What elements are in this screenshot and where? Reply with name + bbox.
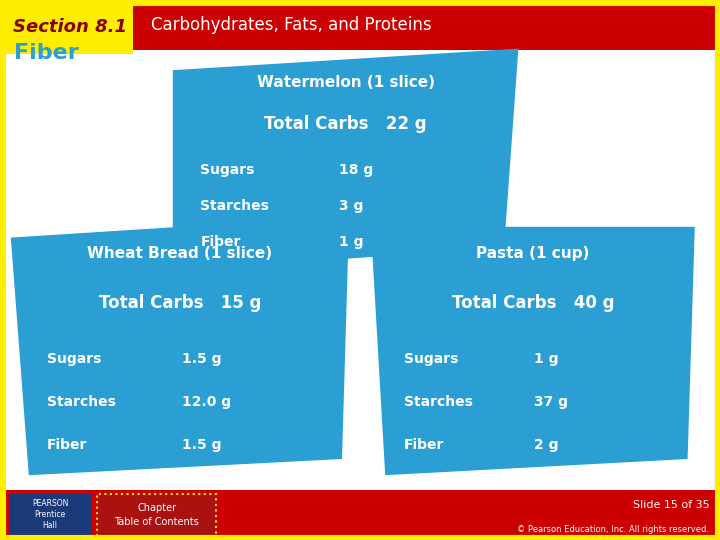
Text: 1.5 g: 1.5 g bbox=[182, 352, 222, 366]
Text: Total Carbs   15 g: Total Carbs 15 g bbox=[99, 294, 261, 312]
Text: Starches: Starches bbox=[200, 199, 269, 213]
Text: Fiber: Fiber bbox=[404, 438, 444, 453]
Text: 2 g: 2 g bbox=[534, 438, 558, 453]
Text: 1 g: 1 g bbox=[534, 352, 558, 366]
Text: Section 8.1: Section 8.1 bbox=[13, 18, 127, 36]
Polygon shape bbox=[11, 216, 349, 475]
Text: Starches: Starches bbox=[404, 395, 473, 409]
Text: Wheat Bread (1 slice): Wheat Bread (1 slice) bbox=[87, 246, 273, 261]
Text: Sugars: Sugars bbox=[200, 163, 255, 177]
Bar bbox=[9, 494, 91, 536]
Bar bbox=[0, 490, 720, 540]
Text: Carbohydrates, Fats, and Proteins: Carbohydrates, Fats, and Proteins bbox=[151, 16, 432, 34]
Bar bbox=[0, 0, 720, 50]
Text: 37 g: 37 g bbox=[534, 395, 567, 409]
Text: 1 g: 1 g bbox=[338, 235, 363, 249]
Text: Chapter
Table of Contents: Chapter Table of Contents bbox=[114, 503, 199, 527]
Text: Total Carbs   40 g: Total Carbs 40 g bbox=[451, 294, 614, 312]
Text: Total Carbs   22 g: Total Carbs 22 g bbox=[264, 116, 427, 133]
Text: 18 g: 18 g bbox=[338, 163, 373, 177]
Text: Fiber: Fiber bbox=[47, 438, 87, 453]
Text: Sugars: Sugars bbox=[47, 352, 102, 366]
Text: Starches: Starches bbox=[47, 395, 116, 409]
Text: Slide 15 of 35: Slide 15 of 35 bbox=[633, 500, 709, 510]
Text: Fiber: Fiber bbox=[200, 235, 240, 249]
Text: PEARSON
Prentice
Hall: PEARSON Prentice Hall bbox=[32, 500, 68, 530]
Bar bbox=[0, 0, 133, 54]
Text: 3 g: 3 g bbox=[338, 199, 363, 213]
Text: Watermelon (1 slice): Watermelon (1 slice) bbox=[256, 76, 435, 90]
Polygon shape bbox=[173, 49, 518, 270]
Text: Fiber: Fiber bbox=[14, 43, 79, 63]
Text: 12.0 g: 12.0 g bbox=[182, 395, 231, 409]
Text: Sugars: Sugars bbox=[404, 352, 459, 366]
Text: © Pearson Education, Inc. All rights reserved.: © Pearson Education, Inc. All rights res… bbox=[517, 525, 709, 534]
Polygon shape bbox=[371, 227, 695, 475]
Text: 1.5 g: 1.5 g bbox=[182, 438, 222, 453]
Text: Pasta (1 cup): Pasta (1 cup) bbox=[476, 246, 590, 261]
Bar bbox=[97, 494, 216, 536]
